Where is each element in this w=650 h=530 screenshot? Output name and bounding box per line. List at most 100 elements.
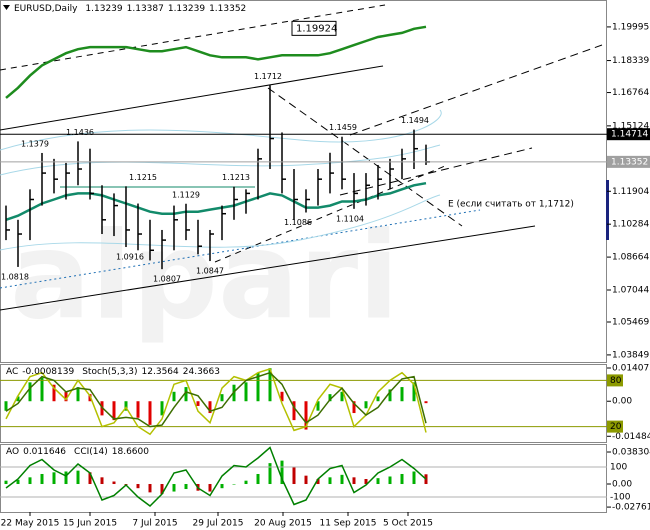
histogram-bar (352, 477, 356, 485)
level-annotation: 1.0847 (196, 267, 224, 276)
ao-frame (0, 444, 607, 513)
histogram-bar (424, 401, 428, 404)
histogram-bar (280, 460, 284, 485)
level-annotation: 1.1086 (284, 218, 312, 227)
y-tick-label: 1.05469 (612, 318, 649, 328)
histogram-bar (184, 387, 188, 402)
y-tick-label: 0.00 (612, 480, 632, 490)
histogram-bar (400, 387, 404, 402)
level-annotation: 1.1129 (172, 190, 200, 199)
level-label: 20 (610, 422, 622, 432)
bars-value: -0.0008139 (22, 367, 74, 377)
level-annotation: 1.1379 (21, 139, 49, 148)
histogram-bar (232, 484, 236, 485)
y-tick-label: 1.19995 (612, 22, 649, 32)
histogram-bar (172, 484, 176, 492)
histogram-bar (376, 396, 380, 402)
trend-line (0, 225, 536, 311)
hide-triangle (3, 5, 10, 10)
level-annotation: 1.1215 (129, 173, 157, 182)
watermark-group: alpari (10, 208, 399, 347)
level-annotation: 1.1459 (329, 123, 357, 132)
histogram-bar (352, 401, 356, 414)
level-box (607, 374, 623, 387)
histogram-bar (340, 474, 344, 485)
header-ohlc: 1.13387 (127, 4, 164, 14)
histogram-bar (148, 484, 152, 493)
histogram-bar (100, 477, 104, 485)
histogram-bar (148, 401, 152, 425)
level-label: 100 (610, 463, 627, 473)
y-tick-label: 1.15124 (612, 121, 649, 131)
trend-line (339, 147, 533, 196)
histogram-bar (16, 396, 20, 402)
lines-name: Stoch(5,3,3) (82, 367, 137, 377)
trend-line (0, 65, 384, 131)
indicator-line (5, 446, 427, 507)
histogram-bar (256, 372, 260, 402)
ac-frame (0, 364, 607, 443)
indicator-line (5, 367, 427, 436)
histogram-bar (52, 472, 56, 485)
y-tick-label: 1.11904 (612, 187, 649, 197)
price-box (607, 128, 650, 141)
level-label: 80 (610, 376, 622, 386)
histogram-bar (316, 401, 320, 411)
histogram-bar (136, 484, 140, 489)
envelope (0, 194, 441, 251)
axis-marker (606, 180, 609, 240)
watermark: alpari (10, 208, 399, 347)
histogram-bar (268, 368, 272, 402)
histogram-bar (4, 480, 8, 485)
histogram-bar (376, 478, 380, 485)
histogram-bar (136, 401, 140, 418)
histogram-bar (268, 463, 272, 485)
histogram-bar (280, 391, 284, 402)
level-annotation: 1.1104 (336, 214, 364, 223)
histogram-bar (292, 401, 296, 421)
histogram-bar (28, 477, 32, 485)
x-tick-label: 7 Jul 2015 (132, 519, 177, 529)
indicator-header: AO 0.011646 CCI(14) 18.6600 (6, 447, 149, 457)
histogram-bar (16, 479, 20, 485)
histogram-bar (40, 377, 44, 402)
level-annotation: 1.0818 (1, 272, 29, 281)
trend-lines (0, 4, 603, 311)
upper-band (5, 25, 427, 99)
histogram-bar (64, 391, 68, 402)
histogram-bar (52, 384, 56, 402)
y-tick-label: -0.014846 (612, 432, 650, 442)
bars-value: 0.011646 (23, 447, 66, 457)
level-annotation: 1.1712 (254, 72, 282, 81)
header-ohlc: 1.13239 (85, 4, 122, 14)
level-annotation: 1.0916 (116, 253, 144, 262)
histogram-bar (40, 473, 44, 485)
trend-line (0, 209, 481, 289)
price-box-label: 1.14714 (611, 130, 648, 140)
indicator-line (5, 371, 427, 428)
histogram-bar (220, 394, 224, 402)
histogram-bar (304, 401, 308, 430)
header-ohlc: 1.13239 (168, 4, 205, 14)
lines-value: 18.6600 (112, 447, 149, 457)
histogram-bar (244, 382, 248, 402)
moving-average (5, 181, 427, 221)
object-label: 1.19924 (296, 23, 337, 34)
histogram-bar (76, 470, 80, 485)
y-tick-label: 0.038304 (612, 448, 650, 458)
envelope (0, 109, 442, 151)
histogram-bar (256, 473, 260, 485)
x-tick-label: 5 Oct 2015 (383, 519, 433, 529)
y-tick-label: 0.014073 (612, 364, 650, 374)
histogram-bar (88, 472, 92, 485)
histogram-bar (388, 476, 392, 485)
histogram-bar (208, 401, 212, 414)
y-tick-label: 1.08664 (612, 253, 649, 263)
histogram-bar (292, 467, 296, 485)
histogram-bar (112, 401, 116, 421)
lines-value: 24.3663 (183, 367, 220, 377)
level-annotation: 1.1436 (66, 128, 94, 137)
wave-note: E (если считать от 1,1712) (448, 200, 574, 210)
histogram-bar (412, 382, 416, 402)
